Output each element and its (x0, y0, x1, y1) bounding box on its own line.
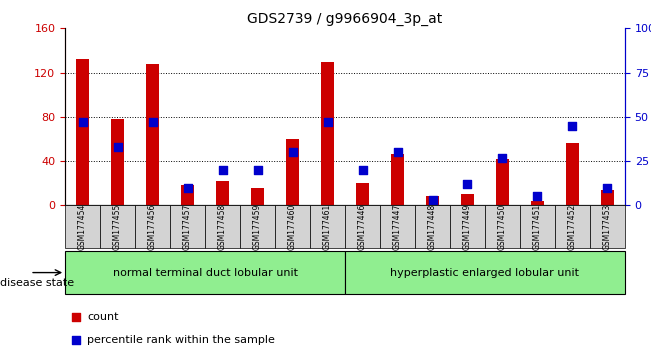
Text: GSM177447: GSM177447 (393, 203, 402, 250)
Bar (286, 139, 299, 205)
Text: count: count (87, 312, 119, 322)
FancyBboxPatch shape (380, 205, 415, 248)
FancyBboxPatch shape (555, 205, 590, 248)
Text: GSM177448: GSM177448 (428, 204, 437, 250)
Point (217, 167, 228, 173)
Point (182, 185, 193, 190)
FancyBboxPatch shape (345, 251, 625, 294)
Point (113, 144, 123, 150)
Text: GSM177459: GSM177459 (253, 203, 262, 250)
Text: GSM177454: GSM177454 (78, 203, 87, 250)
Point (567, 123, 577, 129)
FancyBboxPatch shape (485, 205, 520, 248)
Point (497, 155, 508, 160)
Text: GSM177456: GSM177456 (148, 203, 157, 250)
Bar (182, 185, 194, 205)
FancyBboxPatch shape (520, 205, 555, 248)
Text: GSM177457: GSM177457 (183, 203, 192, 250)
FancyBboxPatch shape (415, 205, 450, 248)
Point (602, 185, 613, 190)
Text: GSM177452: GSM177452 (568, 204, 577, 250)
Text: disease state: disease state (0, 278, 74, 288)
Point (253, 167, 263, 173)
Point (427, 197, 437, 203)
FancyBboxPatch shape (345, 205, 380, 248)
Point (393, 149, 403, 155)
FancyBboxPatch shape (310, 205, 345, 248)
Point (287, 149, 298, 155)
Bar (531, 201, 544, 205)
Point (357, 167, 368, 173)
Bar (462, 194, 474, 205)
Bar (426, 196, 439, 205)
Bar (76, 59, 89, 205)
Bar (566, 143, 579, 205)
Point (147, 119, 158, 125)
Text: hyperplastic enlarged lobular unit: hyperplastic enlarged lobular unit (391, 268, 579, 278)
Bar (391, 154, 404, 205)
FancyBboxPatch shape (275, 205, 310, 248)
Text: percentile rank within the sample: percentile rank within the sample (87, 335, 275, 345)
Text: GSM177450: GSM177450 (498, 203, 507, 250)
FancyBboxPatch shape (450, 205, 485, 248)
Bar (496, 159, 508, 205)
Bar (146, 64, 159, 205)
FancyBboxPatch shape (135, 205, 170, 248)
Bar (216, 181, 229, 205)
FancyBboxPatch shape (65, 251, 345, 294)
Text: GSM177446: GSM177446 (358, 203, 367, 250)
Bar (111, 119, 124, 205)
FancyBboxPatch shape (170, 205, 205, 248)
Bar (356, 183, 368, 205)
FancyBboxPatch shape (65, 205, 100, 248)
Point (77, 119, 88, 125)
Text: GSM177451: GSM177451 (533, 204, 542, 250)
Text: GSM177461: GSM177461 (323, 204, 332, 250)
Bar (251, 188, 264, 205)
Title: GDS2739 / g9966904_3p_at: GDS2739 / g9966904_3p_at (247, 12, 443, 26)
Bar (322, 62, 334, 205)
FancyBboxPatch shape (205, 205, 240, 248)
Text: GSM177458: GSM177458 (218, 204, 227, 250)
Text: GSM177455: GSM177455 (113, 203, 122, 250)
Text: GSM177460: GSM177460 (288, 203, 297, 250)
Text: GSM177453: GSM177453 (603, 203, 612, 250)
Text: GSM177449: GSM177449 (463, 203, 472, 250)
FancyBboxPatch shape (100, 205, 135, 248)
Point (533, 194, 543, 199)
Point (462, 181, 473, 187)
Point (441, 194, 452, 200)
Text: normal terminal duct lobular unit: normal terminal duct lobular unit (113, 268, 298, 278)
FancyBboxPatch shape (590, 205, 625, 248)
Point (322, 119, 333, 125)
Bar (602, 190, 614, 205)
FancyBboxPatch shape (240, 205, 275, 248)
